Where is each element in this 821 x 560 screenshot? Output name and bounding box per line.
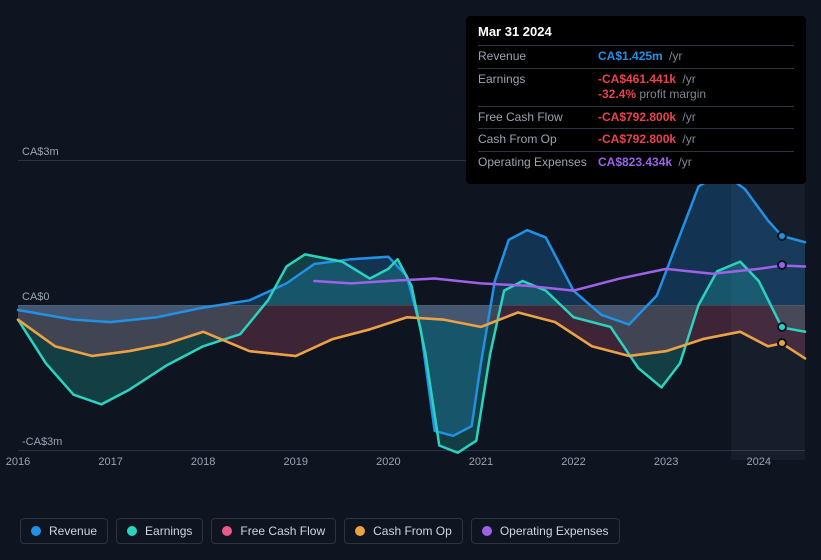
tooltip-row-label: Earnings — [478, 72, 598, 103]
tooltip-row-suffix: /yr — [676, 72, 696, 86]
chart-plot — [18, 160, 805, 460]
legend-swatch-icon — [355, 526, 365, 536]
tooltip-row-value: -CA$792.800k — [598, 132, 676, 146]
tooltip-row: Earnings-CA$461.441k /yr -32.4% profit ma… — [478, 68, 794, 106]
tooltip-row: Operating ExpensesCA$823.434k /yr — [478, 151, 794, 174]
tooltip-row-label: Cash From Op — [478, 132, 598, 148]
y-axis-label: CA$3m — [22, 146, 59, 158]
legend-item-cfo[interactable]: Cash From Op — [344, 518, 463, 544]
tooltip: Mar 31 2024 RevenueCA$1.425m /yrEarnings… — [466, 16, 806, 184]
tooltip-row-label: Operating Expenses — [478, 155, 598, 171]
x-axis-label: 2018 — [191, 456, 215, 468]
marker-revenue — [777, 231, 787, 241]
legend-label: Free Cash Flow — [240, 524, 325, 538]
legend-item-earnings[interactable]: Earnings — [116, 518, 203, 544]
tooltip-row-value: -CA$461.441k — [598, 72, 676, 86]
tooltip-row-suffix: /yr — [676, 110, 696, 124]
legend-item-fcf[interactable]: Free Cash Flow — [211, 518, 336, 544]
tooltip-row-label: Free Cash Flow — [478, 110, 598, 126]
legend-label: Revenue — [49, 524, 97, 538]
marker-opex — [777, 260, 787, 270]
legend: Revenue Earnings Free Cash Flow Cash From O… — [20, 518, 620, 544]
marker-earnings — [777, 322, 787, 332]
legend-label: Earnings — [145, 524, 192, 538]
x-axis-label: 2020 — [376, 456, 400, 468]
legend-swatch-icon — [127, 526, 137, 536]
marker-cfo — [777, 338, 787, 348]
tooltip-row-label: Revenue — [478, 49, 598, 65]
x-axis-label: 2019 — [284, 456, 308, 468]
x-axis-label: 2023 — [654, 456, 678, 468]
tooltip-row-value: CA$823.434k — [598, 155, 672, 169]
legend-label: Operating Expenses — [500, 524, 609, 538]
legend-swatch-icon — [31, 526, 41, 536]
tooltip-row: RevenueCA$1.425m /yr — [478, 45, 794, 68]
legend-item-opex[interactable]: Operating Expenses — [471, 518, 620, 544]
tooltip-row-value: -CA$792.800k — [598, 110, 676, 124]
financials-chart[interactable]: CA$3mCA$0-CA$3m — [18, 160, 805, 460]
tooltip-row-subvalue: -32.4% — [598, 87, 636, 101]
tooltip-row-value: CA$1.425m — [598, 49, 663, 63]
tooltip-row-suffix: /yr — [663, 49, 683, 63]
legend-label: Cash From Op — [373, 524, 452, 538]
tooltip-row-suffix: /yr — [676, 132, 696, 146]
tooltip-row-suffix: /yr — [672, 155, 692, 169]
legend-swatch-icon — [222, 526, 232, 536]
x-axis-label: 2017 — [98, 456, 122, 468]
legend-item-revenue[interactable]: Revenue — [20, 518, 108, 544]
x-axis: 201620172018201920202021202220232024 — [18, 456, 805, 474]
tooltip-date: Mar 31 2024 — [478, 24, 794, 45]
x-axis-label: 2021 — [469, 456, 493, 468]
tooltip-row-subtext: profit margin — [636, 87, 706, 101]
x-axis-label: 2016 — [6, 456, 30, 468]
tooltip-row: Free Cash Flow-CA$792.800k /yr — [478, 106, 794, 129]
tooltip-row: Cash From Op-CA$792.800k /yr — [478, 128, 794, 151]
legend-swatch-icon — [482, 526, 492, 536]
x-axis-label: 2024 — [746, 456, 770, 468]
x-axis-label: 2022 — [561, 456, 585, 468]
